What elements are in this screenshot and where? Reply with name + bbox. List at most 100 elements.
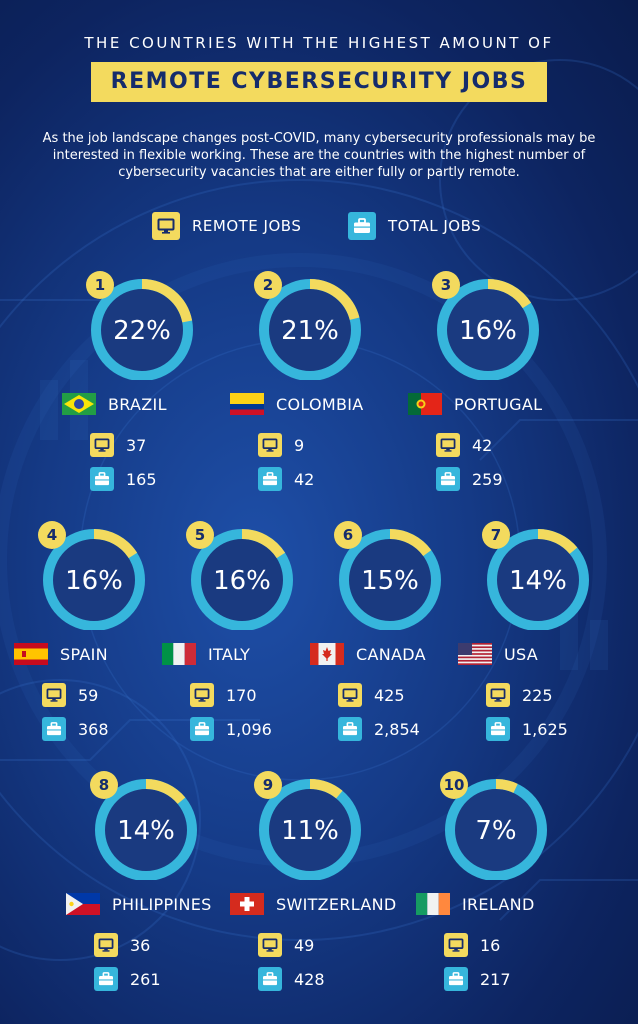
donut-chart: 16% 4 <box>38 521 145 630</box>
stat-total: 1,096 <box>190 716 272 742</box>
rank-badge <box>334 521 362 549</box>
donut-slice-remote <box>339 529 441 630</box>
country-row: CANADA <box>310 643 510 665</box>
briefcase-icon <box>258 467 282 491</box>
rank-badge <box>254 771 282 799</box>
legend-total: TOTAL JOBS <box>348 208 481 244</box>
flag-portugal-icon <box>408 393 442 415</box>
legend-remote: REMOTE JOBS <box>152 208 301 244</box>
rank-badge <box>254 271 282 299</box>
country-card-usa: 14% 7 USA 225 1,625 <box>458 512 618 741</box>
stat-total: 2,854 <box>338 716 420 742</box>
percent-label: 16% <box>459 316 517 346</box>
country-row: PORTUGAL <box>408 393 608 415</box>
rank-number: 8 <box>99 776 109 794</box>
stat-total: 42 <box>258 466 314 492</box>
country-card-italy: 16% 5 ITALY 170 1,096 <box>162 512 322 741</box>
briefcase-icon <box>444 967 468 991</box>
country-card-ireland: 7% 10 IRELAND 16 217 <box>416 762 576 991</box>
remote-jobs-value: 42 <box>472 435 493 455</box>
briefcase-icon <box>436 467 460 491</box>
monitor-icon <box>444 933 468 957</box>
country-name: SPAIN <box>60 644 108 664</box>
rank-badge <box>432 271 460 299</box>
percent-label: 21% <box>281 316 339 346</box>
monitor-icon <box>258 933 282 957</box>
country-name: SWITZERLAND <box>276 894 397 914</box>
stat-remote: 37 <box>90 432 146 458</box>
donut-chart: 16% 5 <box>186 521 293 630</box>
stat-remote: 16 <box>444 932 500 958</box>
percent-label: 7% <box>475 816 516 846</box>
percent-label: 14% <box>117 816 175 846</box>
donut-chart: 14% 8 <box>90 771 197 880</box>
flag-colombia-icon <box>230 393 264 415</box>
donut-slice-remote <box>445 779 547 880</box>
donut-slice-remote <box>259 779 361 880</box>
briefcase-icon <box>338 717 362 741</box>
donut-chart: 11% 9 <box>254 771 361 880</box>
remote-jobs-value: 225 <box>522 685 553 705</box>
country-card-colombia: 21% 2 COLOMBIA 9 42 <box>230 262 390 491</box>
briefcase-icon <box>486 717 510 741</box>
donut-chart: 14% 7 <box>482 521 589 630</box>
rank-badge <box>440 771 468 799</box>
country-row: BRAZIL <box>62 393 262 415</box>
rank-number: 6 <box>343 526 353 544</box>
flag-italy-icon <box>162 643 196 665</box>
monitor-icon <box>338 683 362 707</box>
donut-slice-remote <box>191 529 293 630</box>
flag-switzerland-icon <box>230 893 264 915</box>
total-jobs-value: 259 <box>472 469 503 489</box>
header-subtitle: THE COUNTRIES WITH THE HIGHEST AMOUNT OF <box>84 34 554 52</box>
flag-philippines-icon <box>66 893 100 915</box>
donut-chart: 21% 2 <box>254 271 361 380</box>
stat-remote: 425 <box>338 682 405 708</box>
rank-number: 1 <box>95 276 105 294</box>
stat-remote: 36 <box>94 932 150 958</box>
monitor-icon <box>258 433 282 457</box>
country-name: ITALY <box>208 644 251 664</box>
briefcase-icon <box>348 212 376 240</box>
stat-total: 165 <box>90 466 157 492</box>
legend: REMOTE JOBS TOTAL JOBS <box>0 208 638 244</box>
stat-remote: 42 <box>436 432 492 458</box>
country-card-spain: 16% 4 SPAIN 59 368 <box>14 512 174 741</box>
rank-badge <box>86 271 114 299</box>
stat-total: 261 <box>94 966 161 992</box>
country-name: IRELAND <box>462 894 535 914</box>
stat-remote: 59 <box>42 682 98 708</box>
stat-total: 1,625 <box>486 716 568 742</box>
percent-label: 14% <box>509 566 567 596</box>
country-card-philippines: 14% 8 PHILIPPINES 36 261 <box>66 762 226 991</box>
monitor-icon <box>94 933 118 957</box>
rank-badge <box>38 521 66 549</box>
flag-canada-icon <box>310 643 344 665</box>
monitor-icon <box>486 683 510 707</box>
remote-jobs-value: 16 <box>480 935 501 955</box>
country-card-portugal: 16% 3 PORTUGAL 42 259 <box>408 262 568 491</box>
donut-slice-remote <box>95 779 197 880</box>
monitor-icon <box>42 683 66 707</box>
stat-remote: 9 <box>258 432 304 458</box>
country-row: USA <box>458 643 638 665</box>
rank-badge <box>482 521 510 549</box>
stat-remote: 225 <box>486 682 553 708</box>
stat-remote: 49 <box>258 932 314 958</box>
stat-total: 428 <box>258 966 325 992</box>
total-jobs-value: 2,854 <box>374 719 420 739</box>
stat-remote: 170 <box>190 682 257 708</box>
flag-ireland-icon <box>416 893 450 915</box>
rank-number: 5 <box>195 526 205 544</box>
remote-jobs-value: 59 <box>78 685 99 705</box>
rank-number: 7 <box>491 526 501 544</box>
briefcase-icon <box>90 467 114 491</box>
remote-jobs-value: 9 <box>294 435 305 455</box>
flag-usa-icon <box>458 643 492 665</box>
page-title: REMOTE CYBERSECURITY JOBS <box>91 62 547 102</box>
stat-total: 259 <box>436 466 503 492</box>
remote-jobs-value: 49 <box>294 935 315 955</box>
intro-text: As the job landscape changes post-COVID,… <box>42 131 596 180</box>
percent-label: 15% <box>361 566 419 596</box>
percent-label: 22% <box>113 316 171 346</box>
